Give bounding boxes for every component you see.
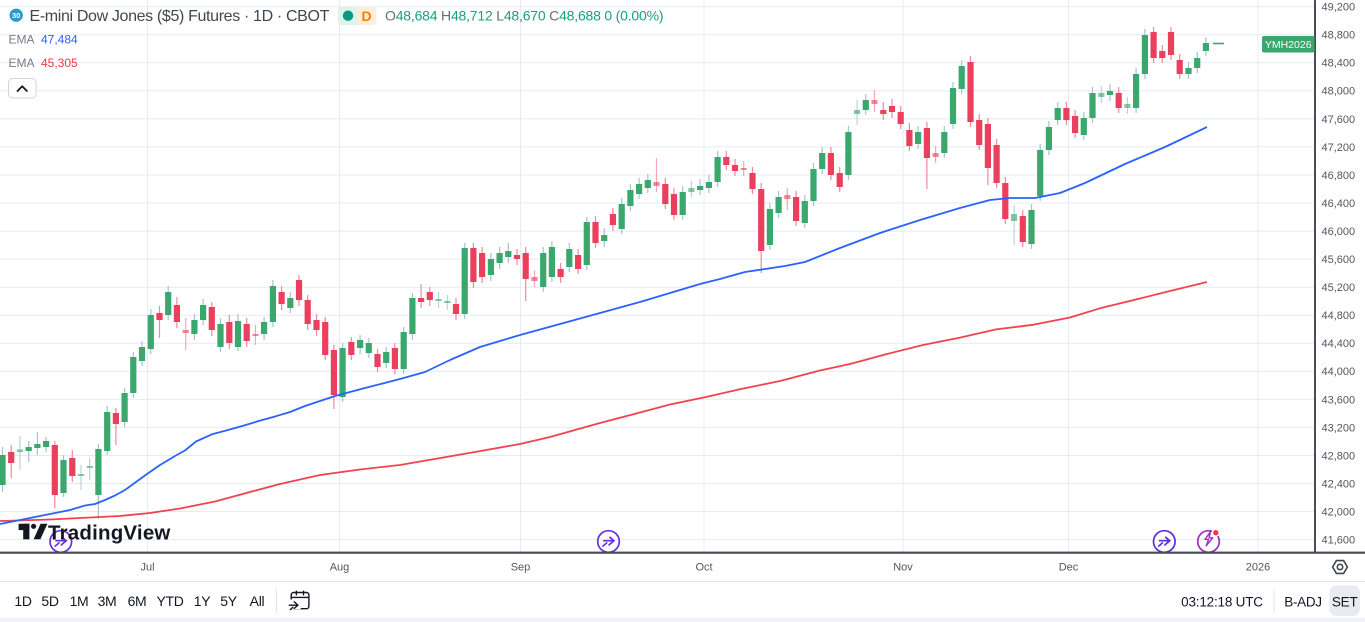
svg-text:EMA: EMA <box>9 56 35 70</box>
svg-text:46,000: 46,000 <box>1322 226 1356 238</box>
svg-text:Oct: Oct <box>695 562 712 574</box>
svg-text:Nov: Nov <box>893 562 913 574</box>
svg-text:44,800: 44,800 <box>1322 310 1356 322</box>
svg-text:2026: 2026 <box>1246 562 1270 574</box>
svg-text:46,400: 46,400 <box>1322 198 1356 210</box>
svg-text:41,600: 41,600 <box>1322 535 1356 547</box>
svg-text:EMA: EMA <box>9 33 35 47</box>
svg-text:03:12:18 UTC: 03:12:18 UTC <box>1181 595 1263 610</box>
svg-text:49,200: 49,200 <box>1322 2 1356 14</box>
svg-text:YMH2026: YMH2026 <box>1265 39 1312 51</box>
svg-text:YTD: YTD <box>156 593 183 609</box>
svg-text:46,800: 46,800 <box>1322 170 1356 182</box>
svg-text:5Y: 5Y <box>220 593 237 609</box>
svg-text:42,000: 42,000 <box>1322 506 1356 518</box>
svg-text:1Y: 1Y <box>194 593 211 609</box>
svg-text:48,800: 48,800 <box>1322 30 1356 42</box>
svg-text:48,400: 48,400 <box>1322 58 1356 70</box>
svg-text:47,484: 47,484 <box>41 33 78 47</box>
svg-text:Sep: Sep <box>511 562 531 574</box>
svg-text:5D: 5D <box>41 593 58 609</box>
svg-text:Jul: Jul <box>140 562 154 574</box>
svg-text:45,200: 45,200 <box>1322 282 1356 294</box>
svg-text:30: 30 <box>12 11 20 20</box>
svg-text:42,800: 42,800 <box>1322 450 1356 462</box>
svg-text:1D: 1D <box>14 593 31 609</box>
svg-text:B-ADJ: B-ADJ <box>1284 595 1322 610</box>
svg-text:47,600: 47,600 <box>1322 114 1356 126</box>
svg-text:1M: 1M <box>70 593 89 609</box>
svg-text:Aug: Aug <box>330 562 350 574</box>
svg-text:All: All <box>250 593 265 609</box>
svg-text:43,200: 43,200 <box>1322 422 1356 434</box>
svg-text:E-mini Dow Jones ($5) Futures: E-mini Dow Jones ($5) Futures · 1D · CBO… <box>30 8 330 25</box>
svg-text:3M: 3M <box>98 593 117 609</box>
svg-text:44,000: 44,000 <box>1322 366 1356 378</box>
svg-text:42,400: 42,400 <box>1322 478 1356 490</box>
svg-text:TradingView: TradingView <box>48 521 171 544</box>
svg-text:O48,684 H48,712 L48,670 C48,68: O48,684 H48,712 L48,670 C48,688 0 (0.00%… <box>385 8 663 24</box>
svg-text:D: D <box>361 8 371 24</box>
svg-text:6M: 6M <box>128 593 147 609</box>
svg-text:43,600: 43,600 <box>1322 394 1356 406</box>
svg-text:45,305: 45,305 <box>41 56 78 70</box>
svg-text:45,600: 45,600 <box>1322 254 1356 266</box>
svg-text:44,400: 44,400 <box>1322 338 1356 350</box>
svg-text:48,000: 48,000 <box>1322 86 1356 98</box>
svg-text:Dec: Dec <box>1059 562 1079 574</box>
svg-text:SET: SET <box>1332 595 1358 610</box>
svg-text:47,200: 47,200 <box>1322 142 1356 154</box>
